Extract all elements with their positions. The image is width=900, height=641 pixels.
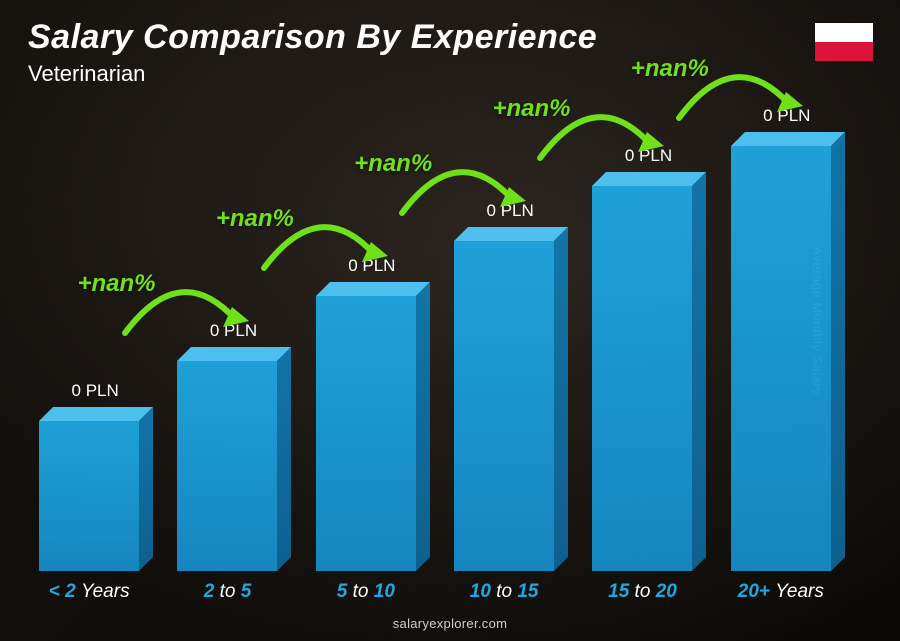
- bar: 0 PLN+nan%: [592, 186, 692, 571]
- bar-top: [592, 172, 706, 186]
- flag-icon: [814, 22, 874, 62]
- bar-front: [731, 146, 831, 571]
- flag-bottom: [815, 42, 873, 61]
- bar-side: [139, 407, 153, 571]
- increment-label: +nan%: [77, 270, 155, 298]
- bar-top: [731, 132, 845, 146]
- bar-top: [39, 407, 153, 421]
- x-labels-row: < 2 Years2 to 55 to 1010 to 1515 to 2020…: [20, 581, 850, 603]
- flag-top: [815, 23, 873, 42]
- bar-side: [277, 347, 291, 571]
- bar: 0 PLN+nan%: [454, 241, 554, 571]
- bar-value-label: 0 PLN: [588, 146, 708, 166]
- x-label: 2 to 5: [158, 581, 296, 603]
- bar-value-label: 0 PLN: [312, 256, 432, 276]
- bar-side: [692, 172, 706, 571]
- bar-front: [39, 421, 139, 571]
- bar-slot: 0 PLN+nan%: [435, 120, 573, 571]
- bars-row: 0 PLN 0 PLN +nan% 0 PLN +nan% 0 PLN +nan% 0 PLN…: [20, 120, 850, 571]
- bar-side: [554, 227, 568, 571]
- bar-side: [416, 282, 430, 571]
- page-title: Salary Comparison By Experience: [28, 18, 597, 57]
- bar-top: [316, 282, 430, 296]
- bar-front: [177, 361, 277, 571]
- bar-front: [592, 186, 692, 571]
- increment-label: +nan%: [492, 95, 570, 123]
- bar-value-label: 0 PLN: [173, 321, 293, 341]
- bar-value-label: 0 PLN: [727, 106, 847, 126]
- bar-slot: 0 PLN+nan%: [712, 120, 850, 571]
- x-label: 5 to 10: [297, 581, 435, 603]
- bar-side: [831, 132, 845, 571]
- x-label: < 2 Years: [20, 581, 158, 603]
- bar-slot: 0 PLN +nan%: [158, 120, 296, 571]
- footer-credit: salaryexplorer.com: [0, 616, 900, 631]
- bar-value-label: 0 PLN: [450, 201, 570, 221]
- x-label: 15 to 20: [573, 581, 711, 603]
- increment-label: +nan%: [354, 150, 432, 178]
- bar: 0 PLN+nan%: [177, 361, 277, 571]
- bar: 0 PLN+nan%: [731, 146, 831, 571]
- bar-top: [177, 347, 291, 361]
- x-label: 20+ Years: [712, 581, 850, 603]
- chart-area: 0 PLN 0 PLN +nan% 0 PLN +nan% 0 PLN +nan% 0 PLN…: [20, 120, 850, 571]
- x-label: 10 to 15: [435, 581, 573, 603]
- bar: 0 PLN+nan%: [316, 296, 416, 571]
- infographic-canvas: Salary Comparison By Experience Veterina…: [0, 0, 900, 641]
- increment-label: +nan%: [216, 205, 294, 233]
- bar-value-label: 0 PLN: [35, 381, 155, 401]
- bar-slot: 0 PLN +nan%: [297, 120, 435, 571]
- bar-slot: 0 PLN+nan%: [573, 120, 711, 571]
- bar-slot: 0 PLN: [20, 120, 158, 571]
- title-block: Salary Comparison By Experience Veterina…: [28, 18, 597, 87]
- bar-front: [316, 296, 416, 571]
- increment-label: +nan%: [631, 55, 709, 83]
- page-subtitle: Veterinarian: [28, 61, 597, 87]
- bar-top: [454, 227, 568, 241]
- bar-front: [454, 241, 554, 571]
- bar: 0 PLN: [39, 421, 139, 571]
